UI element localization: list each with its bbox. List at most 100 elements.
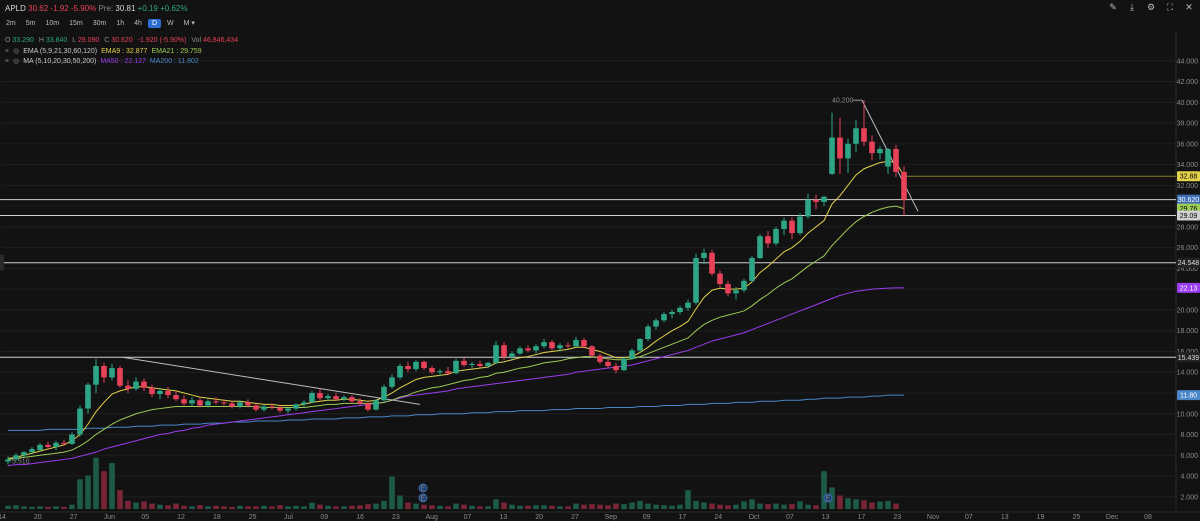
price-tag-label: 24.548 <box>1178 260 1200 267</box>
settings-icon[interactable]: ⚙ <box>1146 2 1156 12</box>
ema21-line <box>7 205 905 460</box>
volume-bar <box>301 506 307 509</box>
y-tick-label: 6.000 <box>1180 453 1198 460</box>
volume-bar <box>405 502 411 509</box>
candle-body <box>749 258 755 281</box>
price-tag <box>1177 194 1200 205</box>
volume-bar <box>37 506 43 509</box>
timeframe-4h[interactable]: 4h <box>134 19 142 27</box>
ema21-value: EMA21 : 29.759 <box>151 47 202 55</box>
volume-bar <box>5 505 11 509</box>
price-tag <box>1177 257 1200 268</box>
candle-body <box>493 345 499 363</box>
x-tick-label: 07 <box>965 514 973 521</box>
volume-bar <box>565 506 571 509</box>
close-change: -1.920 (-5.90%) <box>137 37 187 44</box>
volume-bar <box>669 505 675 509</box>
volume-value: 46,846,434 <box>203 37 239 44</box>
volume-bar <box>381 500 387 509</box>
volume-bar <box>29 506 35 509</box>
timeframe-5m[interactable]: 5m <box>25 19 36 27</box>
fullscreen-icon[interactable]: ⛶ <box>1166 2 1174 12</box>
volume-bar <box>661 505 667 509</box>
volume-bar <box>557 506 563 509</box>
volume-bar <box>277 505 283 509</box>
y-tick-label: 18.000 <box>1177 328 1199 335</box>
candle-body <box>829 137 835 174</box>
candle-body <box>885 149 891 167</box>
visibility-icon[interactable]: ◎ <box>13 58 20 65</box>
price-tag-label: 29.09 <box>1180 213 1198 220</box>
price-tag-label: 11.80 <box>1180 393 1197 400</box>
symbol[interactable]: APLD <box>5 3 26 13</box>
candle-body <box>69 434 75 444</box>
volume-bar <box>205 506 211 509</box>
scroll-handle <box>0 254 4 271</box>
visibility-icon[interactable]: ◎ <box>13 48 20 55</box>
price-tag <box>1177 390 1200 401</box>
volume-bar <box>613 503 619 509</box>
premarket-label: Pre: <box>98 3 114 13</box>
candle-body <box>573 340 579 347</box>
volume-bar <box>285 506 291 509</box>
timeframe-15m[interactable]: 15m <box>69 19 83 27</box>
timeframe-w[interactable]: W <box>167 19 174 27</box>
timeframe-d[interactable]: D <box>147 18 161 28</box>
pencil-icon[interactable]: ✎ <box>1109 2 1117 12</box>
collapse-icon[interactable]: × <box>5 47 10 55</box>
timeframe-30m[interactable]: 30m <box>92 19 107 27</box>
chart-toolbar-right: ✎ ⤓ ⚙ ⛶ ✕ <box>1108 2 1194 12</box>
earnings-event-marker <box>418 493 428 503</box>
earnings-event-label: E <box>421 486 426 493</box>
ma-label[interactable]: MA (5,10,20,30,50,200) <box>23 57 97 65</box>
volume-bar <box>189 506 195 509</box>
ema-legend: × ◎ EMA (5,9,21,30,60,120) EMA9 : 32.877… <box>5 47 202 56</box>
ema-label[interactable]: EMA (5,9,21,30,60,120) <box>23 47 98 55</box>
close-icon[interactable]: ✕ <box>1185 2 1193 12</box>
candle-body <box>13 455 19 460</box>
candle-body <box>405 365 411 370</box>
trend-line <box>121 356 421 405</box>
download-icon[interactable]: ⤓ <box>1130 2 1134 12</box>
low-annotation: 5.510 <box>12 459 30 466</box>
candle-body <box>453 360 459 374</box>
volume-bar <box>333 506 339 509</box>
candle-body <box>765 236 771 244</box>
candle-body <box>317 392 323 399</box>
price-tag <box>1177 210 1200 221</box>
timeframe-10m[interactable]: 10m <box>45 19 60 27</box>
volume-bar <box>597 504 603 509</box>
volume-bar <box>293 505 299 509</box>
y-tick-label: 44.000 <box>1177 58 1199 65</box>
x-tick-label: 08 <box>1144 514 1152 521</box>
candle-body <box>157 390 163 395</box>
ema9-value: EMA9 : 32.877 <box>101 47 148 55</box>
low-value: 29.090 <box>77 37 100 44</box>
candle-body <box>813 199 819 202</box>
earnings-event-marker <box>418 483 428 493</box>
timeframe-1h[interactable]: 1h <box>116 19 125 27</box>
candle-body <box>725 283 731 294</box>
volume-bar <box>885 500 891 509</box>
price-tag <box>1177 352 1200 363</box>
candle-body <box>893 149 899 172</box>
x-tick-label: 17 <box>858 514 866 521</box>
candle-body <box>429 368 435 373</box>
volume-bar <box>549 505 555 509</box>
y-tick-label: 38.000 <box>1177 121 1199 128</box>
x-tick-label: Dec <box>1106 514 1119 521</box>
close-label: C <box>104 37 110 44</box>
timeframe-2m[interactable]: 2m <box>6 19 16 27</box>
high-annotation: 40.200 <box>832 98 854 105</box>
x-tick-label: 05 <box>141 514 149 521</box>
candle-body <box>77 408 83 435</box>
volume-bar <box>757 503 763 509</box>
candle-body <box>45 444 51 447</box>
volume-bar <box>245 506 251 509</box>
timeframe-m[interactable]: M ▾ <box>183 20 195 27</box>
x-tick-label: Nov <box>927 514 940 521</box>
volume-bar <box>133 502 139 509</box>
collapse-icon[interactable]: × <box>5 57 10 65</box>
x-tick-label: 19 <box>1037 514 1045 521</box>
